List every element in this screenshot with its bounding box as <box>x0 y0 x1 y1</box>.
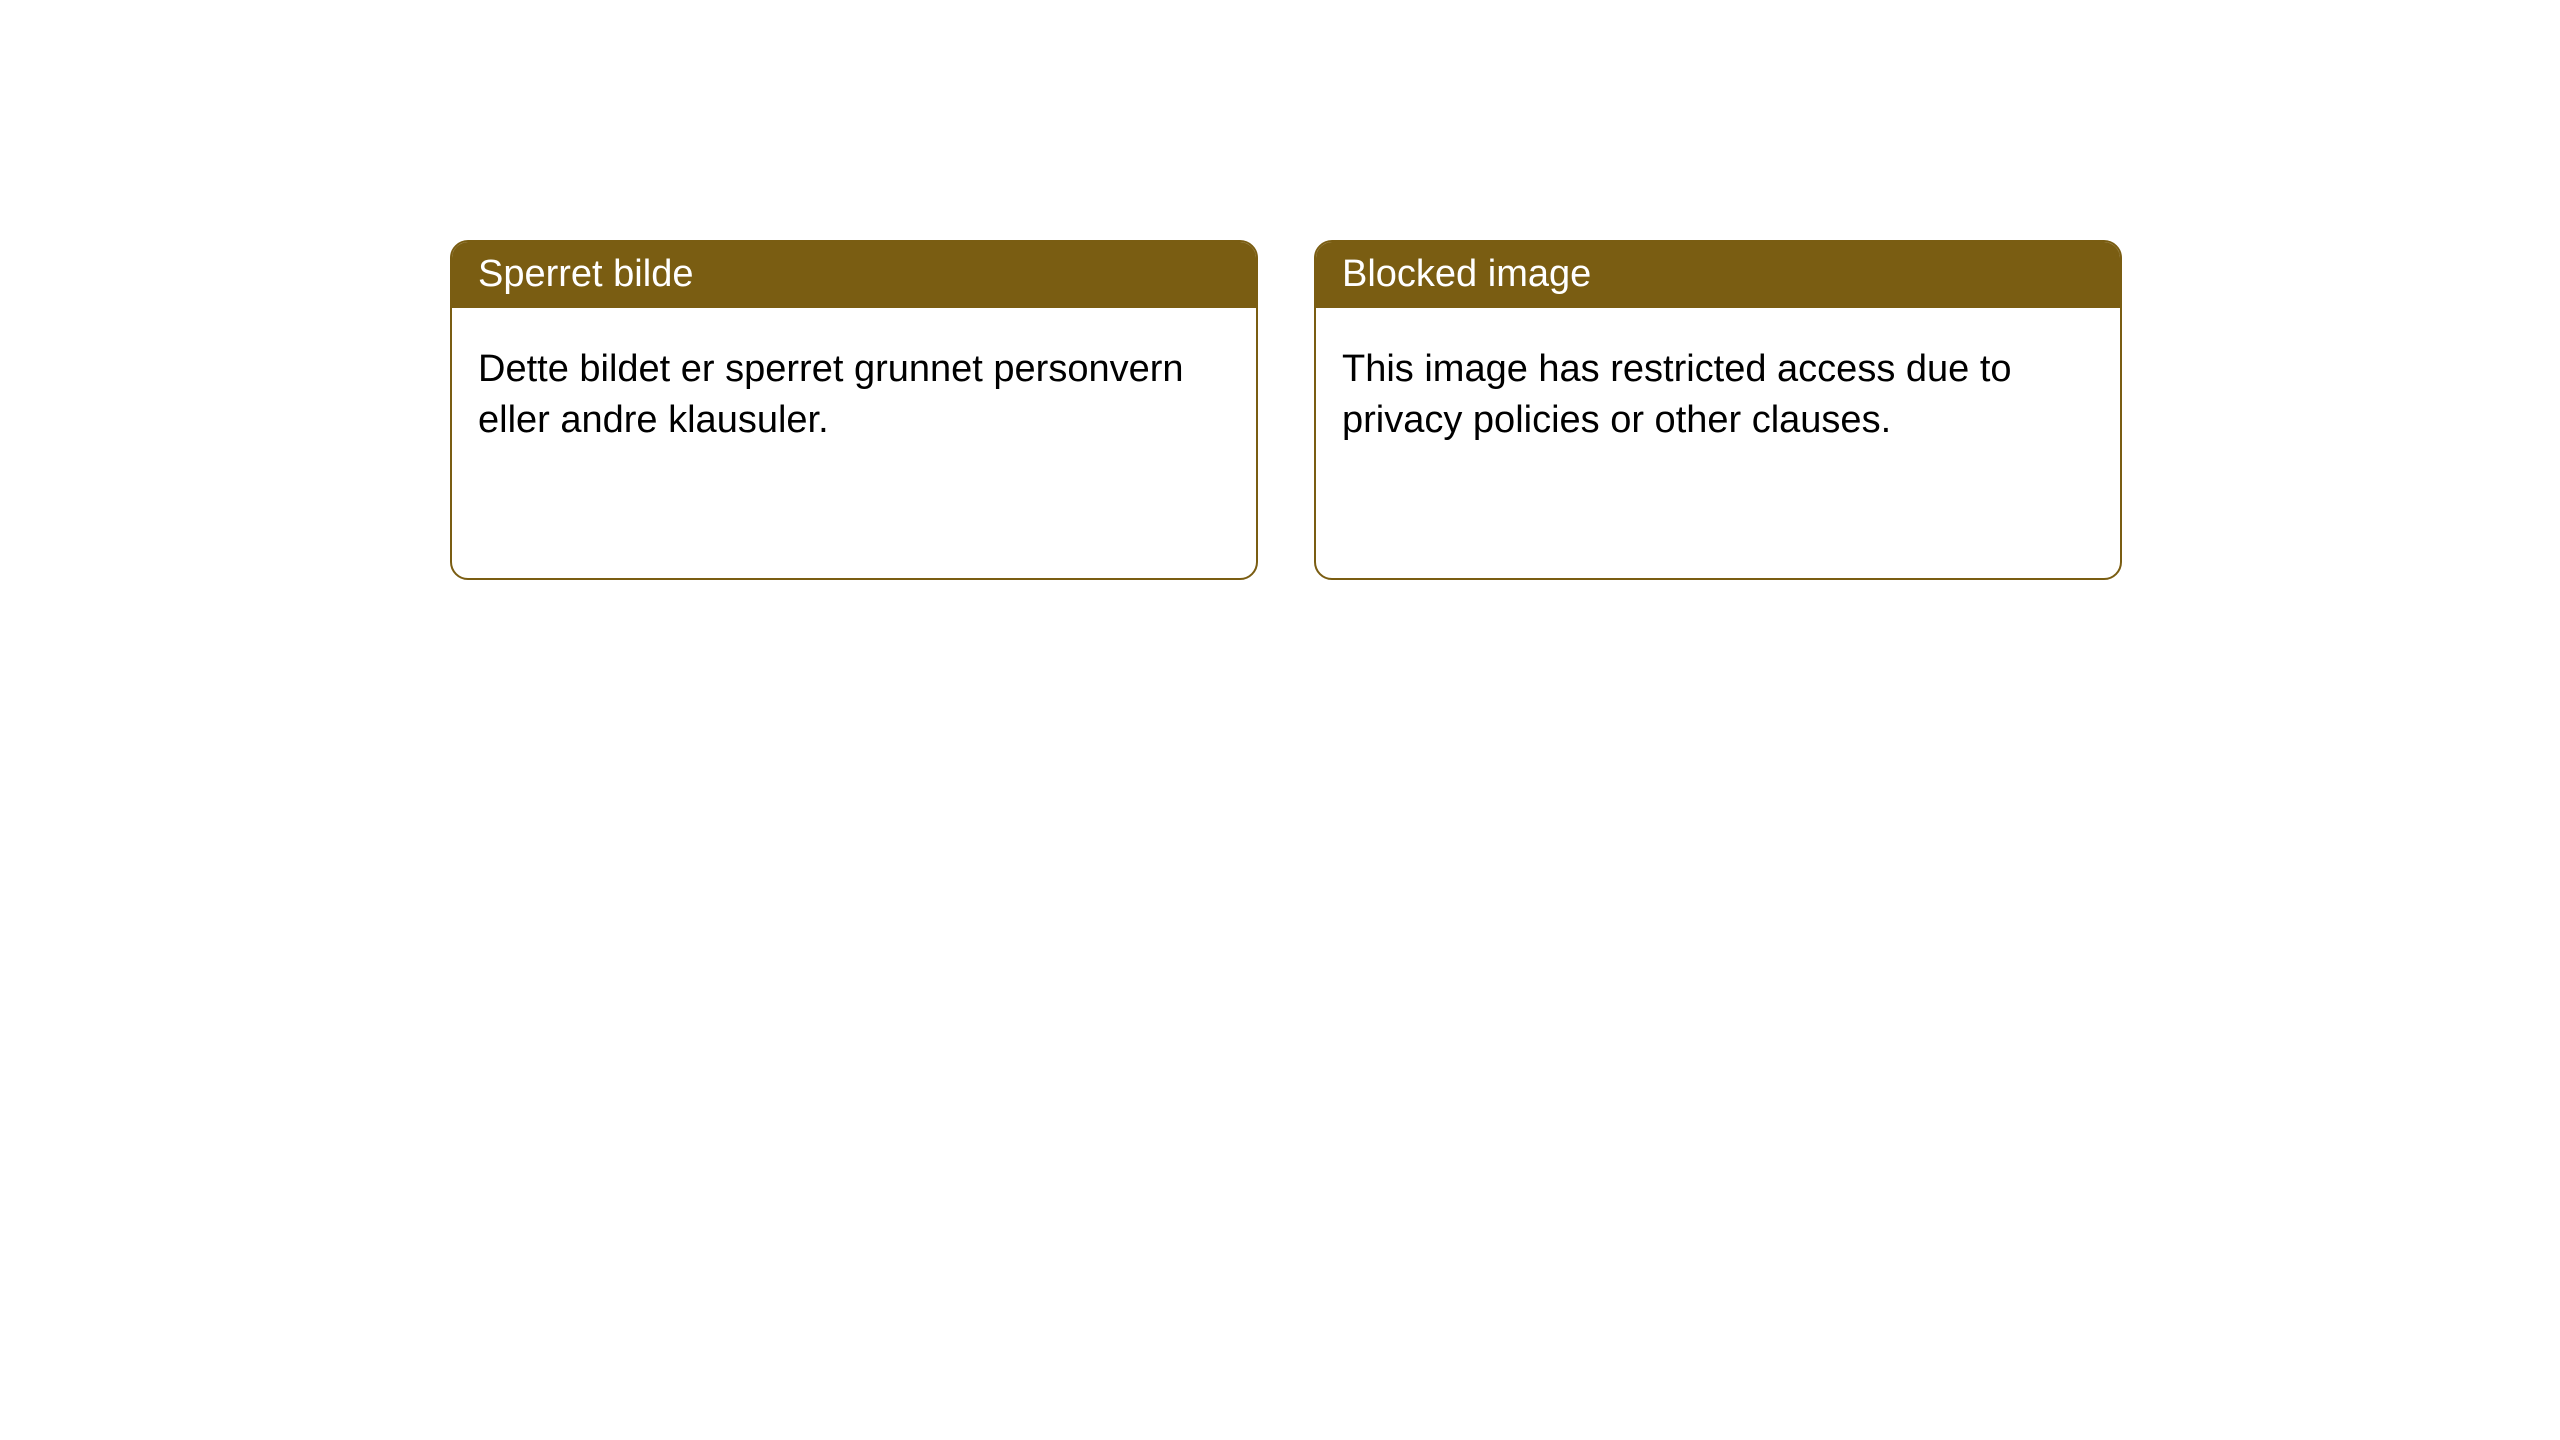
card-body: This image has restricted access due to … <box>1316 308 2120 483</box>
blocked-image-card-no: Sperret bilde Dette bildet er sperret gr… <box>450 240 1258 580</box>
card-title: Blocked image <box>1342 253 1591 295</box>
card-header: Blocked image <box>1316 242 2120 308</box>
cards-container: Sperret bilde Dette bildet er sperret gr… <box>450 240 2122 580</box>
card-title: Sperret bilde <box>478 253 693 295</box>
card-body-text: Dette bildet er sperret grunnet personve… <box>478 348 1184 441</box>
blocked-image-card-en: Blocked image This image has restricted … <box>1314 240 2122 580</box>
card-header: Sperret bilde <box>452 242 1256 308</box>
card-body-text: This image has restricted access due to … <box>1342 348 2012 441</box>
card-body: Dette bildet er sperret grunnet personve… <box>452 308 1256 483</box>
